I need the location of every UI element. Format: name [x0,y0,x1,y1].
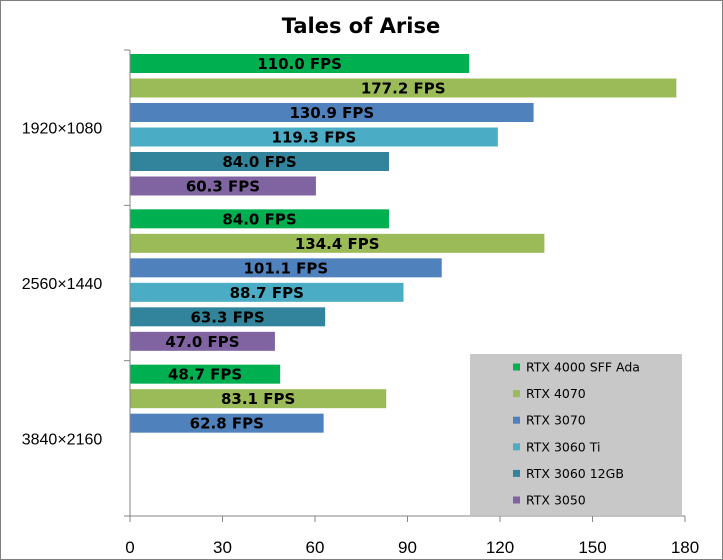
legend-label: RTX 3070 [526,413,586,428]
x-tick-label: 0 [125,538,134,557]
legend-swatch [513,469,520,477]
category-label: 1920×1080 [22,121,103,138]
data-label: 134.4 FPS [295,235,380,253]
legend-label: RTX 3050 [526,493,586,508]
x-tick-label: 60 [306,538,325,557]
legend-label: RTX 3060 12GB [526,466,624,481]
bar [130,389,387,409]
data-label: 48.7 FPS [168,366,242,384]
legend-swatch [513,443,520,451]
data-label: 47.0 FPS [165,333,239,351]
x-tick-label: 150 [578,538,606,557]
data-label: 130.9 FPS [289,104,374,122]
data-label: 62.8 FPS [190,415,264,433]
bar [130,331,275,351]
data-label: 60.3 FPS [186,178,260,196]
data-label: 83.1 FPS [221,390,295,408]
bar [130,103,534,122]
bar [130,54,470,73]
legend-swatch [513,390,520,398]
legend-swatch [513,363,520,371]
legend-swatch [513,416,520,424]
bar [130,282,404,302]
bar [130,209,389,229]
data-label: 84.0 FPS [222,210,296,228]
x-tick-label: 90 [398,538,417,557]
bar [130,176,316,196]
data-label: 63.3 FPS [190,308,264,326]
data-label: 84.0 FPS [222,153,296,171]
plot-area: 110.0 FPS 177.2 FPS 130.9 FPS 119.3 FPS 84.0… [22,49,699,557]
legend: RTX 4000 SFF Ada RTX 4070 RTX 3070 RTX 3060… [470,354,682,515]
bar [130,127,498,147]
category-label: 2560×1440 [22,276,103,293]
data-label: 110.0 FPS [257,55,342,73]
bar [130,78,677,98]
data-label: 119.3 FPS [272,129,357,147]
bar [130,233,545,253]
x-tick-label: 120 [486,538,514,557]
data-label: 177.2 FPS [361,80,446,98]
legend-label: RTX 3060 Ti [526,439,600,454]
bar [130,307,326,327]
legend-box [470,354,682,515]
x-tick-label: 30 [213,538,232,557]
legend-label: RTX 4070 [526,386,586,401]
data-label: 101.1 FPS [244,259,329,277]
bar [130,152,389,171]
legend-swatch [513,496,520,504]
bar [130,413,324,433]
bar [130,258,442,278]
legend-label: RTX 4000 SFF Ada [526,360,640,375]
bar [130,364,281,384]
data-label: 88.7 FPS [230,284,304,302]
chart-title: Tales of Arise [282,14,440,38]
category-label: 3840×2160 [22,431,103,448]
x-tick-label: 180 [671,538,699,557]
